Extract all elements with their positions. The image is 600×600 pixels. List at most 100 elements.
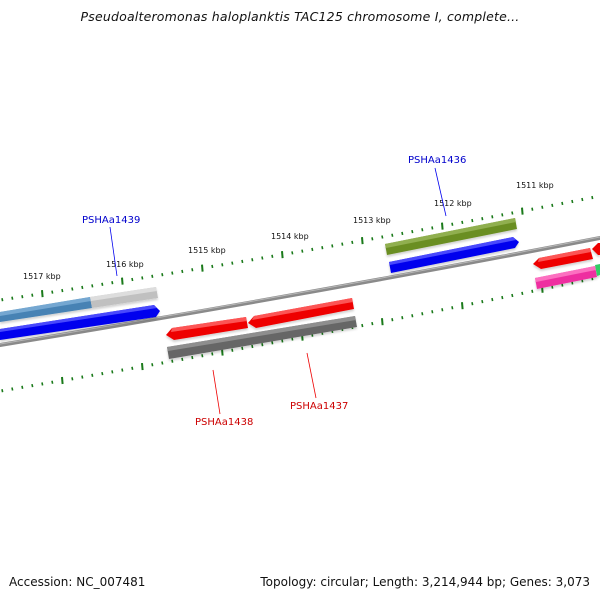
minor-tick <box>271 341 274 345</box>
minor-tick <box>11 296 14 300</box>
major-tick <box>361 237 364 245</box>
minor-tick <box>471 218 474 223</box>
minor-tick <box>61 288 64 293</box>
minor-tick <box>321 246 324 250</box>
minor-tick <box>21 385 24 389</box>
minor-tick <box>431 310 434 314</box>
minor-tick <box>291 251 294 255</box>
minor-tick <box>361 323 364 328</box>
outer-tick-ring <box>1 195 594 302</box>
tick-label-1514: 1514 kbp <box>271 232 309 241</box>
minor-tick <box>311 247 314 252</box>
minor-tick <box>581 197 584 202</box>
minor-tick <box>421 228 424 232</box>
map-title: Pseudoalteromonas haloplanktis TAC125 ch… <box>80 9 520 24</box>
minor-tick <box>371 237 374 241</box>
minor-tick <box>441 308 444 312</box>
chromosome-backbone-highlight <box>0 236 600 345</box>
minor-tick <box>171 271 174 275</box>
minor-tick <box>51 380 54 384</box>
minor-tick <box>111 281 114 285</box>
tick-label-1511: 1511 kbp <box>516 181 554 190</box>
minor-tick <box>511 293 514 298</box>
minor-tick <box>191 355 194 360</box>
minor-tick <box>81 375 84 379</box>
minor-tick <box>41 382 44 386</box>
minor-tick <box>1 298 4 302</box>
minor-tick <box>341 242 344 246</box>
major-tick <box>281 251 284 259</box>
minor-tick <box>91 284 94 288</box>
cds-red-right-edge[interactable] <box>592 243 600 255</box>
minor-tick <box>161 273 164 277</box>
tick-label-1513: 1513 kbp <box>353 216 391 225</box>
gene-label-leaders <box>109 167 447 415</box>
minor-tick <box>171 359 174 363</box>
minor-tick <box>421 312 424 316</box>
minor-tick <box>31 293 34 297</box>
major-tick <box>521 207 524 215</box>
minor-tick <box>101 282 104 286</box>
minor-tick <box>411 314 414 318</box>
minor-tick <box>531 289 534 293</box>
tick-label-1516: 1516 kbp <box>106 260 144 269</box>
minor-tick <box>241 346 244 351</box>
major-tick <box>141 362 144 371</box>
tick-label-1517: 1517 kbp <box>23 272 61 281</box>
genome-summary-text: Topology: circular; Length: 3,214,944 bp… <box>260 575 590 589</box>
minor-tick <box>211 352 214 356</box>
tick-label-1515: 1515 kbp <box>188 246 226 255</box>
minor-tick <box>371 321 374 326</box>
minor-tick <box>481 217 484 221</box>
minor-tick <box>131 366 134 370</box>
major-tick <box>381 318 384 326</box>
minor-tick <box>561 283 564 287</box>
minor-tick <box>591 195 594 200</box>
minor-tick <box>11 387 14 391</box>
cds-PSHAa1439[interactable] <box>0 305 160 340</box>
minor-tick <box>271 254 274 258</box>
feature-green-bar[interactable] <box>595 264 600 276</box>
cds-PSHAa1436[interactable] <box>389 237 519 273</box>
minor-tick <box>131 277 134 282</box>
minor-tick <box>201 354 204 358</box>
minor-tick <box>521 291 524 296</box>
minor-tick <box>551 203 554 208</box>
major-tick <box>441 222 444 230</box>
minor-tick <box>351 240 354 245</box>
accession-text: Accession: NC_007481 <box>9 575 146 589</box>
minor-tick <box>231 348 234 352</box>
minor-tick <box>491 297 494 302</box>
minor-tick <box>501 295 504 300</box>
minor-tick <box>411 229 414 234</box>
minor-tick <box>571 199 574 204</box>
major-tick <box>461 302 464 310</box>
minor-tick <box>71 377 74 381</box>
minor-tick <box>21 295 24 299</box>
minor-tick <box>261 343 264 347</box>
minor-tick <box>391 318 394 322</box>
gene-labels: PSHAa1436 PSHAa1437 PSHAa1438 PSHAa1439 <box>82 155 466 428</box>
major-tick <box>121 277 124 285</box>
minor-tick <box>251 344 254 349</box>
minor-tick <box>191 268 194 272</box>
minor-tick <box>91 373 94 377</box>
gene-label-PSHAa1439[interactable]: PSHAa1439 <box>82 215 140 226</box>
upper-features <box>0 218 600 340</box>
minor-tick <box>51 290 54 294</box>
minor-tick <box>461 220 464 225</box>
minor-tick <box>401 316 404 320</box>
gene-label-PSHAa1436[interactable]: PSHAa1436 <box>408 155 466 166</box>
minor-tick <box>501 213 504 217</box>
gene-label-PSHAa1437[interactable]: PSHAa1437 <box>290 401 348 412</box>
gene-label-PSHAa1438[interactable]: PSHAa1438 <box>195 417 253 428</box>
minor-tick <box>251 258 254 262</box>
minor-tick <box>301 249 304 253</box>
minor-tick <box>111 370 114 374</box>
minor-tick <box>541 205 544 209</box>
minor-tick <box>121 368 124 372</box>
major-tick <box>201 264 204 272</box>
minor-tick <box>161 361 164 365</box>
minor-tick <box>381 235 384 239</box>
